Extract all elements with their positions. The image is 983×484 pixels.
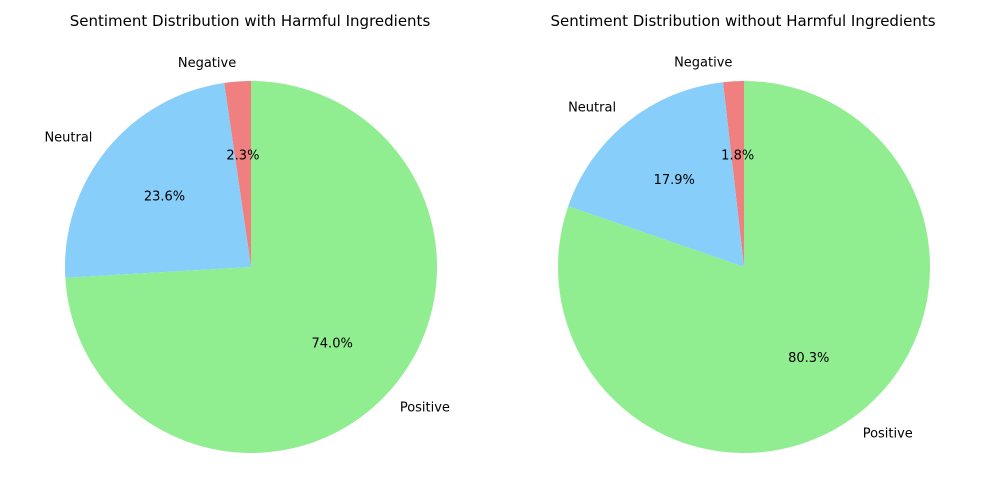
- pie-slices: [558, 81, 930, 454]
- pie-labels: Negative 1.8% Neutral 17.9% Positive 80.3%: [568, 56, 913, 442]
- slice-label-neutral: Neutral: [44, 131, 92, 146]
- slice-label-positive: Positive: [863, 427, 913, 442]
- slice-percent-negative: 2.3%: [226, 149, 259, 164]
- pie-slice-neutral: [568, 82, 744, 267]
- pie-slice-positive: [558, 81, 930, 454]
- chart-title: Sentiment Distribution without Harmful I…: [550, 12, 935, 30]
- slice-label-positive: Positive: [400, 400, 450, 415]
- pie-slice-positive: [65, 81, 437, 453]
- slice-label-negative: Negative: [178, 56, 236, 71]
- slice-label-negative: Negative: [674, 56, 732, 71]
- slice-percent-neutral: 17.9%: [654, 173, 695, 188]
- pie-slices: [65, 81, 437, 453]
- slice-percent-positive: 74.0%: [312, 337, 353, 352]
- pie-labels: Negative 2.3% Neutral 23.6% Positive 74.0%: [44, 56, 450, 415]
- pie-slice-neutral: [65, 82, 252, 278]
- chart-title: Sentiment Distribution with Harmful Ingr…: [70, 12, 431, 30]
- pie-chart-with-harmful: Sentiment Distribution with Harmful Ingr…: [44, 12, 450, 453]
- slice-percent-positive: 80.3%: [788, 351, 829, 366]
- slice-percent-negative: 1.8%: [721, 149, 754, 164]
- pie-slice-negative: [723, 81, 744, 267]
- slice-label-neutral: Neutral: [568, 100, 616, 115]
- pie-chart-without-harmful: Sentiment Distribution without Harmful I…: [550, 12, 936, 454]
- slice-percent-neutral: 23.6%: [144, 189, 185, 204]
- pie-slice-negative: [224, 81, 251, 267]
